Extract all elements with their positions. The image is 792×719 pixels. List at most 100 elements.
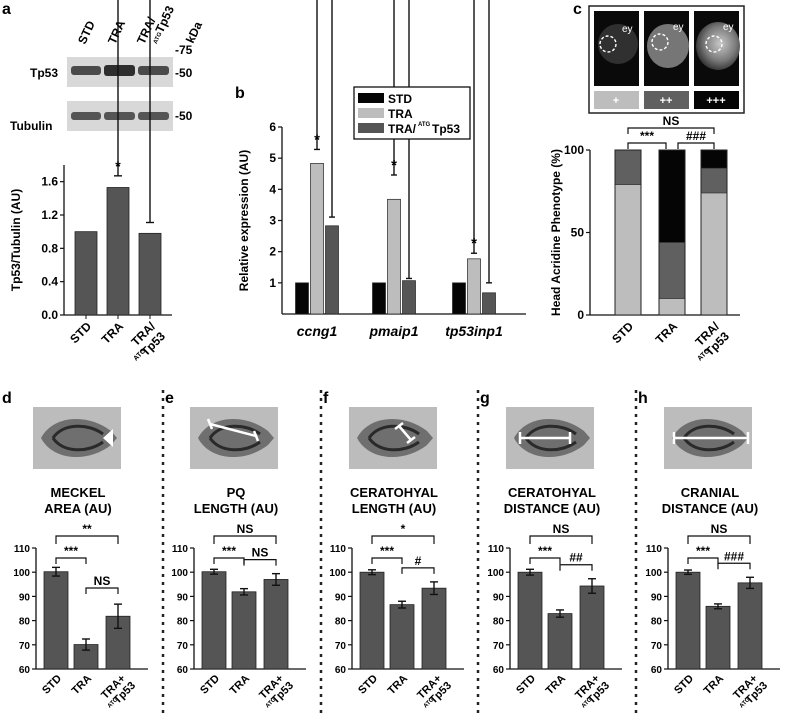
- d-y-tick-label: 110: [14, 544, 31, 555]
- g-bracket-std-tra-label: ***: [538, 544, 552, 558]
- f-bar: [389, 604, 415, 670]
- g-title-line2: DISTANCE (AU): [504, 501, 601, 516]
- h-bracket-std-tra-label: ***: [696, 544, 710, 558]
- f-bracket-std-tra: [371, 557, 403, 564]
- h-y-tick-label: 60: [651, 665, 663, 676]
- b-category-label: pmaip1: [368, 323, 418, 339]
- b-legend-tail: Tp53: [432, 122, 460, 136]
- c-bracket-std-tra-label: ***: [640, 129, 654, 143]
- f-bracket-std-atg-label: *: [401, 522, 406, 536]
- a-y-axis-label: Tp53/Tubulin (AU): [9, 189, 23, 291]
- h-bracket-std-atg: [687, 535, 751, 544]
- c-y-tick-label: 0: [577, 308, 584, 322]
- b-y-tick-label: 6: [269, 120, 276, 134]
- c-category-group: STD: [609, 319, 636, 346]
- c-bracket-tra-atg: [677, 142, 715, 149]
- a-category-label: TRA: [99, 319, 127, 347]
- panel-label-a: a: [2, 1, 11, 18]
- e-y-tick-label: 80: [177, 617, 189, 628]
- blot-band-tp53-tra-atg: [138, 66, 169, 75]
- b-legend-label: STD: [388, 92, 412, 106]
- skull-images: [33, 407, 752, 469]
- c-y-axis-label: Head Acridine Phenotype (%): [549, 149, 563, 316]
- e-bracket-std-atg: [213, 535, 277, 544]
- g-y-tick-label: 100: [487, 568, 504, 579]
- h-category-label: STD: [672, 673, 696, 697]
- blot-band-tubulin-std: [71, 112, 101, 120]
- embryo-head-3: [696, 22, 740, 70]
- f-y-tick-label: 70: [335, 641, 347, 652]
- d-title-line1: MECKEL: [51, 485, 106, 500]
- g-y-tick-label: 90: [493, 592, 505, 603]
- f-category-label: TRA: [386, 673, 411, 698]
- f-y-tick-label: 90: [335, 592, 347, 603]
- f-bar: [421, 587, 447, 670]
- b-significance-star: *: [471, 235, 477, 252]
- h-category-group: TRA: [702, 673, 727, 698]
- b-bar: [372, 282, 386, 315]
- eye-label-3: ey: [723, 22, 734, 33]
- h-bar: [737, 582, 763, 670]
- b-y-tick-label: 1: [269, 276, 276, 290]
- g-bracket-tra-atg: [559, 564, 593, 571]
- blot-marker-50-tubulin: -50: [175, 109, 193, 123]
- b-legend-sup: ATG: [418, 122, 431, 128]
- h-y-tick-label: 110: [646, 544, 663, 555]
- panel-separators: [161, 390, 638, 715]
- blot-band-tp53-std: [71, 66, 101, 75]
- legend-box-plus: [594, 91, 639, 109]
- c-stack-segment: [614, 149, 642, 185]
- eye-marker-2: [651, 33, 669, 51]
- f-bar: [359, 571, 385, 670]
- f-y-tick-label: 80: [335, 617, 347, 628]
- c-stack-segment: [614, 184, 642, 316]
- panel-label-e: e: [165, 390, 174, 407]
- e-bracket-std-tra-label: ***: [222, 544, 236, 558]
- e-category-group: STD: [198, 673, 222, 697]
- e-title-line2: LENGTH (AU): [194, 501, 279, 516]
- d-bracket-std-tra: [55, 557, 87, 564]
- f-category-label: STD: [356, 673, 380, 697]
- panel-label-h: h: [638, 390, 648, 407]
- h-title-line1: CRANIAL: [681, 485, 740, 500]
- c-stack-segment: [658, 149, 686, 243]
- e-y-tick-label: 90: [177, 592, 189, 603]
- b-legend-swatch: [358, 108, 384, 118]
- g-y-tick-label: 110: [488, 544, 505, 555]
- d-category-group: STD: [40, 673, 64, 697]
- b-bar: [482, 292, 496, 315]
- g-bracket-tra-atg-label: ##: [569, 551, 583, 565]
- d-y-tick-label: 60: [19, 665, 31, 676]
- g-y-tick-label: 60: [493, 665, 505, 676]
- skull-image-f: [349, 407, 437, 469]
- b-bar: [325, 225, 339, 315]
- b-y-axis-label: Relative expression (AU): [237, 150, 251, 291]
- d-y-tick-label: 70: [19, 641, 31, 652]
- c-stack-segment: [700, 192, 728, 316]
- f-bracket-std-tra-label: ***: [380, 544, 394, 558]
- h-title-line2: DISTANCE (AU): [662, 501, 759, 516]
- d-y-tick-label: 100: [13, 568, 30, 579]
- d-y-tick-label: 90: [19, 592, 31, 603]
- b-y-tick-label: 3: [269, 214, 276, 228]
- e-category-label: STD: [198, 673, 222, 697]
- legend-box-plus-label: +: [613, 95, 619, 107]
- b-legend-label: TRA: [388, 107, 413, 121]
- f-title-line2: LENGTH (AU): [352, 501, 437, 516]
- g-title-line1: CERATOHYAL: [508, 485, 596, 500]
- d-category-group: TRA: [70, 673, 95, 698]
- a-y-tick-label: 0.8: [41, 241, 58, 255]
- d-bracket-std-tra-label: ***: [64, 544, 78, 558]
- skull-image-g: [506, 407, 594, 469]
- eye-label-2: ey: [673, 22, 684, 33]
- panel-label-b: b: [235, 85, 245, 102]
- c-category-label: TRA: [653, 319, 681, 347]
- f-category-group: STD: [356, 673, 380, 697]
- blot-band-tp53-tra: [104, 65, 135, 76]
- e-y-tick-label: 70: [177, 641, 189, 652]
